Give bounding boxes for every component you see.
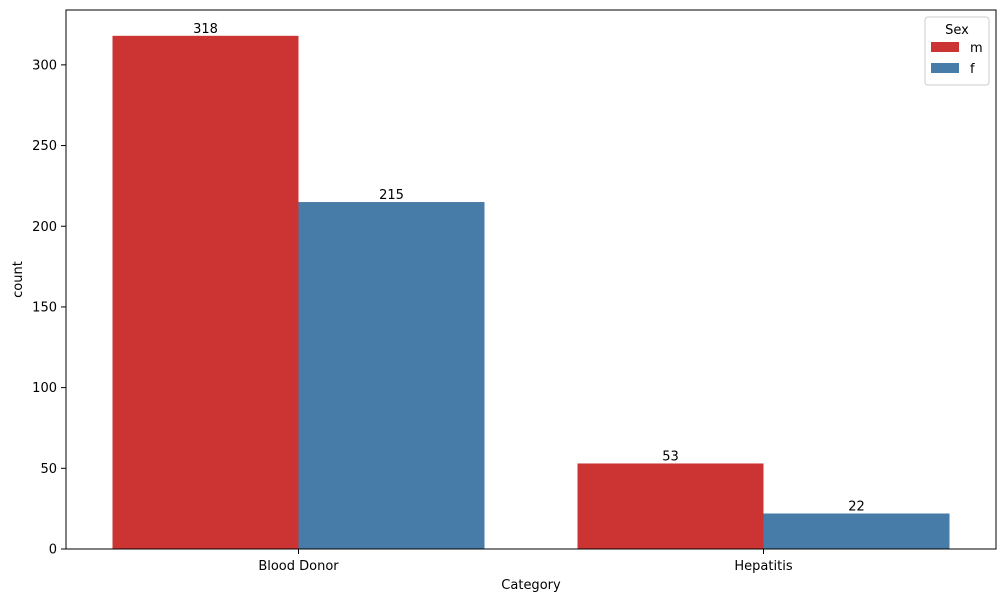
bar-m-blood-donor bbox=[112, 35, 299, 549]
legend-label-f: f bbox=[970, 62, 975, 77]
x-tick-label: Blood Donor bbox=[258, 559, 339, 574]
bar-f-hepatitis bbox=[763, 513, 950, 549]
y-tick-label: 200 bbox=[32, 220, 57, 235]
y-tick-label: 50 bbox=[40, 462, 57, 477]
legend-swatch-f bbox=[931, 63, 959, 73]
bars-layer bbox=[112, 35, 950, 550]
y-tick-label: 250 bbox=[32, 139, 57, 154]
legend: Sex mf bbox=[924, 16, 990, 86]
data-label: 318 bbox=[193, 22, 218, 37]
y-tick-label: 150 bbox=[32, 300, 57, 315]
bar-f-blood-donor bbox=[298, 202, 485, 550]
legend-label-m: m bbox=[970, 41, 983, 56]
x-axis: Blood Donor Hepatitis bbox=[258, 549, 793, 574]
legend-items: mf bbox=[931, 41, 983, 77]
x-axis-label: Category bbox=[501, 578, 561, 593]
y-axis: 0 50 100 150 200 250 300 bbox=[32, 58, 66, 558]
x-tick-label: Hepatitis bbox=[734, 559, 792, 574]
y-tick-label: 0 bbox=[49, 543, 57, 558]
y-axis-label: count bbox=[11, 261, 26, 298]
y-tick-label: 100 bbox=[32, 381, 57, 396]
legend-title: Sex bbox=[945, 23, 969, 38]
plot-frame bbox=[65, 9, 997, 550]
data-labels-layer: 318 215 53 22 bbox=[193, 22, 865, 515]
bar-m-hepatitis bbox=[577, 463, 764, 549]
data-label: 53 bbox=[662, 449, 679, 464]
data-label: 22 bbox=[848, 500, 865, 515]
data-label: 215 bbox=[379, 188, 404, 203]
legend-swatch-m bbox=[931, 42, 959, 52]
y-tick-label: 300 bbox=[32, 58, 57, 73]
